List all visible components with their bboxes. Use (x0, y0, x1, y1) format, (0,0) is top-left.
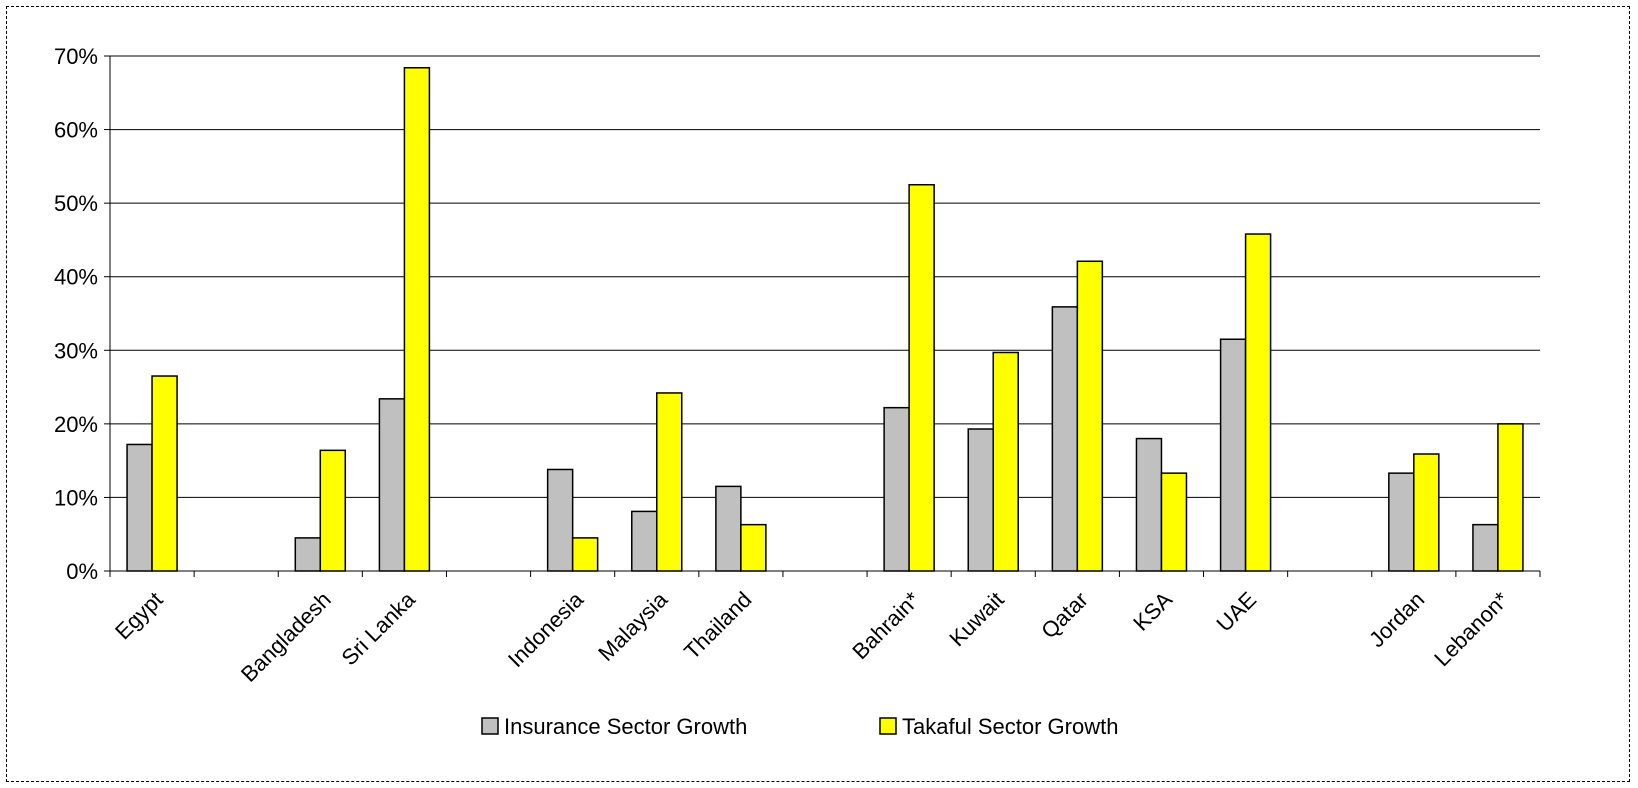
chart-frame (6, 6, 1630, 782)
x-category-label: Bahrain* (847, 587, 925, 665)
bar-insurance (1388, 472, 1415, 572)
legend-label: Insurance Sector Growth (504, 714, 747, 739)
x-category-label: Egypt (110, 587, 167, 644)
bar-insurance (883, 406, 910, 572)
bar-insurance (631, 510, 658, 572)
x-axis-category-labels: Egypt Bangladesh Sri Lanka Indonesia Malaysi… (110, 586, 1514, 686)
bar-insurance (967, 428, 994, 572)
bar-takaful (908, 184, 935, 572)
bar-insurance (546, 468, 574, 572)
bar-insurance (1135, 437, 1163, 572)
bar-takaful (1497, 423, 1524, 572)
bar-insurance (715, 485, 742, 572)
x-category-label: Kuwait (944, 587, 1008, 651)
x-category-label: KSA (1128, 587, 1177, 636)
bar-insurance (294, 537, 322, 572)
bar-takaful (992, 351, 1019, 572)
bar-takaful (151, 375, 178, 572)
y-tick-label: 10% (54, 485, 98, 510)
bar-takaful (1413, 453, 1440, 572)
x-category-label: Qatar (1036, 587, 1093, 644)
y-tick-label: 0% (66, 559, 98, 584)
x-category-label: UAE (1211, 587, 1261, 637)
y-tick-label: 60% (54, 118, 98, 143)
bar-takaful (1076, 260, 1104, 572)
y-tick-label: 50% (54, 191, 98, 216)
y-tick-label: 70% (54, 44, 98, 69)
legend-swatch (481, 717, 499, 735)
bar-insurance (1051, 306, 1079, 572)
bar-insurance (126, 443, 153, 572)
x-category-label: Thailand (679, 587, 756, 664)
y-tick-label: 20% (54, 412, 98, 437)
bar-takaful (571, 537, 599, 572)
x-category-label: Indonesia (503, 586, 589, 672)
bar-takaful (740, 523, 767, 572)
y-axis-tick-labels: 0% 10% 20% 30% 40% 50% 60% 70% (54, 44, 98, 584)
legend: Insurance Sector Growth Takaful Sector Gr… (481, 714, 1118, 739)
x-category-label: Sri Lanka (337, 586, 421, 670)
bars (126, 67, 1524, 572)
bar-takaful (1244, 233, 1272, 572)
y-tick-label: 40% (54, 265, 98, 290)
bar-takaful (1160, 472, 1188, 572)
y-tick-label: 30% (54, 338, 98, 363)
x-category-label: Lebanon* (1429, 587, 1514, 672)
x-category-label: Jordan (1364, 587, 1429, 652)
bar-insurance (1472, 523, 1499, 572)
x-category-label: Malaysia (593, 586, 673, 666)
x-category-label: Bangladesh (236, 587, 336, 687)
bar-insurance (378, 398, 406, 572)
bar-takaful (403, 67, 431, 572)
legend-label: Takaful Sector Growth (902, 714, 1118, 739)
bar-takaful (319, 449, 347, 572)
axes (104, 55, 1541, 577)
gridlines (110, 55, 1540, 498)
bar-takaful (656, 392, 683, 572)
bar-insurance (1219, 338, 1247, 572)
legend-swatch (879, 717, 897, 735)
